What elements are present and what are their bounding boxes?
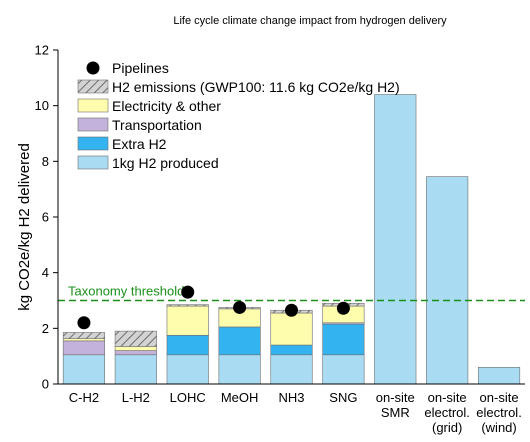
legend-swatch-2 xyxy=(77,117,109,132)
bar-segment-0-6 xyxy=(374,94,417,385)
x-tick-label-8-1: electrol. xyxy=(476,405,522,420)
y-tick-label-1: 2 xyxy=(42,321,49,336)
y-tick-label-4: 8 xyxy=(42,154,49,169)
y-tick-label-3: 6 xyxy=(42,210,49,225)
x-tick-label-8-2: (wind) xyxy=(481,420,516,435)
bar-segment-3-1 xyxy=(114,346,157,351)
x-tick-label-3-0: MeOH xyxy=(221,390,259,405)
legend-swatch-0 xyxy=(77,155,109,170)
pipeline-point-4 xyxy=(285,303,298,317)
bar-segment-0-1 xyxy=(114,354,157,385)
y-tick-label-5: 10 xyxy=(35,98,49,113)
x-tick-label-4-0: NH3 xyxy=(278,390,304,405)
x-tick-label-0-0: C-H2 xyxy=(69,390,99,405)
x-tick-label-6-1: SMR xyxy=(381,405,410,420)
legend-label-2: Transportation xyxy=(112,117,202,133)
legend-label-1: Extra H2 xyxy=(112,136,167,152)
bar-segment-3-0 xyxy=(62,338,106,342)
bar-segment-3-4 xyxy=(270,312,313,346)
threshold-label: Taxonomy threshold xyxy=(68,284,184,299)
bar-segment-0-0 xyxy=(62,354,106,385)
pipeline-point-5 xyxy=(336,301,350,315)
plot-area: Taxonomy threshold 0 2 4 6 8 10 12 kg CO2e/kg H2… xyxy=(16,43,525,435)
y-axis-label: kg CO2e/kg H2 delivered xyxy=(16,143,33,311)
y-tick-label-2: 4 xyxy=(42,265,49,280)
bar-segment-1-5 xyxy=(322,323,365,356)
bar-segment-0-4 xyxy=(270,354,313,385)
bar-segment-4-1 xyxy=(114,330,157,347)
bar-segment-2-1 xyxy=(114,350,157,356)
y-tick-label-6: 12 xyxy=(35,43,49,58)
legend-label-4: H2 emissions (GWP100: 11.6 kg CO2e/kg H2… xyxy=(112,79,400,95)
x-tick-label-6-0: on-site xyxy=(376,390,415,405)
pipeline-point-2 xyxy=(181,285,195,299)
bar-segment-4-0 xyxy=(62,332,106,339)
legend-label-3: Electricity & other xyxy=(112,98,221,114)
x-tick-label-7-0: on-site xyxy=(428,390,467,405)
legend-swatch-4 xyxy=(77,79,109,94)
bar-segment-0-2 xyxy=(166,354,209,385)
chart-title: Life cycle climate change impact from hy… xyxy=(173,15,447,27)
x-tick-label-7-1: electrol. xyxy=(424,405,470,420)
legend-pipelines-label: Pipelines xyxy=(112,60,169,76)
pipeline-point-0 xyxy=(77,316,91,330)
x-tick-label-5-0: SNG xyxy=(329,390,357,405)
bar-segment-0-5 xyxy=(322,354,365,385)
bar-segment-0-3 xyxy=(218,354,261,385)
bar-segment-3-2 xyxy=(166,305,209,336)
bar-segment-2-0 xyxy=(62,340,106,356)
bar-segment-0-7 xyxy=(426,176,469,385)
x-tick-label-1-0: L-H2 xyxy=(122,390,150,405)
bar-segment-1-4 xyxy=(270,344,313,356)
legend-label-0: 1kg H2 produced xyxy=(112,155,219,171)
bar-segment-0-8 xyxy=(477,366,521,385)
legend-swatch-1 xyxy=(77,136,109,151)
y-tick-label-0: 0 xyxy=(42,377,49,392)
bar-segment-1-2 xyxy=(166,334,209,356)
bar-segment-4-2 xyxy=(166,304,209,307)
pipeline-point-3 xyxy=(233,300,247,314)
x-tick-label-7-2: (grid) xyxy=(432,420,462,435)
x-tick-label-2-0: LOHC xyxy=(170,390,206,405)
x-tick-label-8-0: on-site xyxy=(480,390,519,405)
legend-pipelines-marker xyxy=(86,61,100,75)
bar-segment-1-3 xyxy=(218,326,261,356)
legend-swatch-3 xyxy=(77,98,109,113)
